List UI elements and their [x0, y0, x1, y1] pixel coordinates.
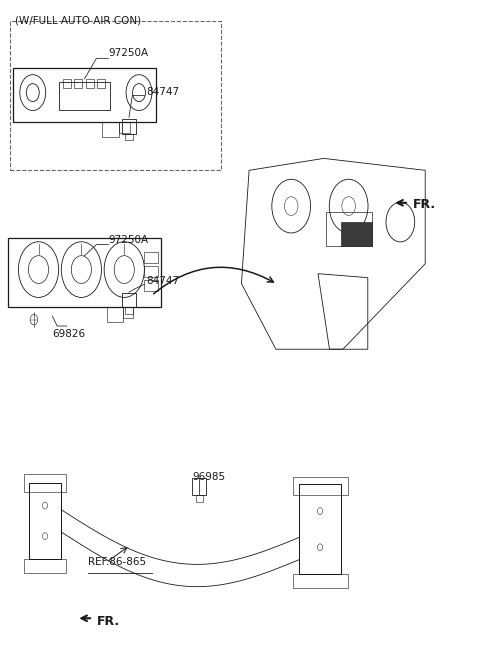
- Bar: [122, 120, 136, 134]
- Text: FR.: FR.: [96, 615, 120, 628]
- Bar: [97, 79, 105, 88]
- Text: 84747: 84747: [147, 87, 180, 97]
- Bar: [292, 574, 348, 588]
- Bar: [192, 478, 206, 495]
- Bar: [86, 79, 94, 88]
- Bar: [341, 222, 372, 246]
- Bar: [299, 484, 341, 574]
- Bar: [10, 21, 221, 170]
- Bar: [102, 122, 119, 137]
- Text: FR.: FR.: [413, 199, 436, 211]
- Bar: [59, 82, 110, 110]
- Text: 97250A: 97250A: [108, 48, 148, 58]
- Bar: [74, 79, 82, 88]
- Bar: [119, 122, 131, 133]
- Bar: [125, 134, 132, 141]
- Text: 84747: 84747: [147, 276, 180, 286]
- Bar: [108, 307, 123, 323]
- Text: 97250A: 97250A: [108, 234, 148, 244]
- Bar: [292, 477, 348, 495]
- Bar: [63, 79, 71, 88]
- Bar: [29, 483, 61, 559]
- Bar: [125, 307, 132, 314]
- Bar: [196, 495, 203, 502]
- Bar: [123, 307, 133, 318]
- Bar: [8, 238, 161, 307]
- Bar: [24, 559, 66, 573]
- Text: REF.86-865: REF.86-865: [88, 557, 146, 567]
- Bar: [144, 280, 158, 291]
- Bar: [12, 68, 156, 122]
- Text: 69826: 69826: [52, 329, 85, 339]
- Bar: [122, 293, 136, 307]
- Bar: [144, 252, 158, 264]
- Bar: [325, 212, 372, 246]
- Bar: [24, 473, 66, 492]
- Text: 96985: 96985: [192, 472, 225, 483]
- Bar: [144, 266, 158, 278]
- Text: (W/FULL AUTO AIR CON): (W/FULL AUTO AIR CON): [15, 15, 141, 25]
